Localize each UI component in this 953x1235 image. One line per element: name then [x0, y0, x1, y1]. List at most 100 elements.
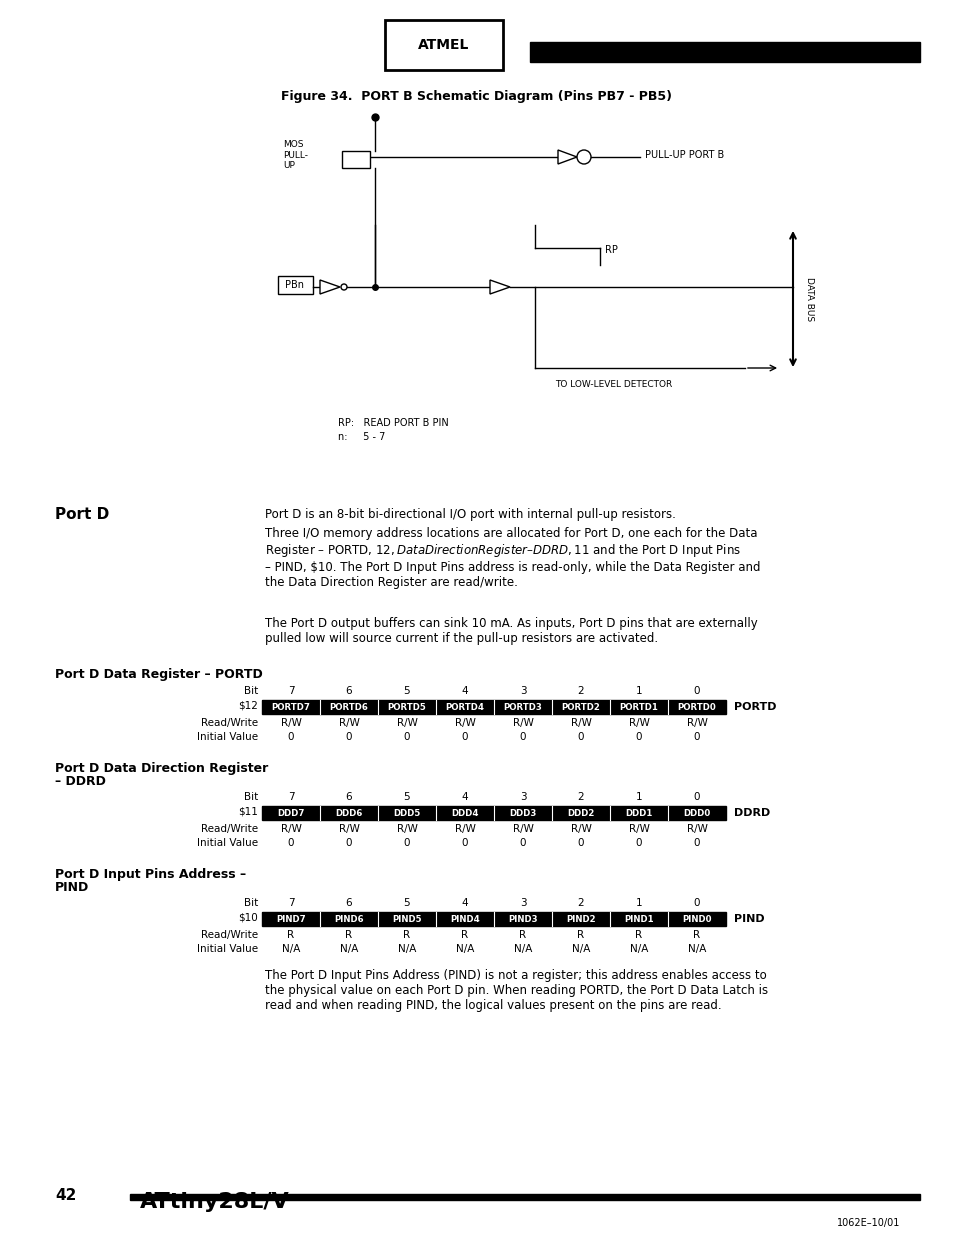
- Text: PORTD3: PORTD3: [503, 703, 542, 711]
- Text: 5: 5: [403, 685, 410, 697]
- Text: 1062E–10/01: 1062E–10/01: [836, 1218, 899, 1228]
- Text: 0: 0: [403, 839, 410, 848]
- Text: PIND1: PIND1: [623, 914, 653, 924]
- Text: R: R: [635, 930, 642, 940]
- Text: N/A: N/A: [687, 944, 705, 953]
- Text: R/W: R/W: [628, 718, 649, 727]
- Text: 0: 0: [461, 732, 468, 742]
- Text: 2: 2: [578, 792, 583, 802]
- Text: R/W: R/W: [396, 718, 417, 727]
- Text: 0: 0: [288, 732, 294, 742]
- Text: DDD7: DDD7: [277, 809, 304, 818]
- Text: 3: 3: [519, 792, 526, 802]
- Text: Three I/O memory address locations are allocated for Port D, one each for the Da: Three I/O memory address locations are a…: [265, 527, 760, 589]
- Text: 5: 5: [403, 792, 410, 802]
- Text: 0: 0: [403, 732, 410, 742]
- Text: 0: 0: [635, 732, 641, 742]
- Text: 6: 6: [345, 685, 352, 697]
- Text: N/A: N/A: [629, 944, 647, 953]
- Bar: [319, 806, 377, 820]
- Bar: [609, 806, 667, 820]
- Bar: [262, 911, 725, 926]
- Text: N/A: N/A: [571, 944, 590, 953]
- Text: Bit: Bit: [244, 792, 257, 802]
- Text: R/W: R/W: [512, 718, 533, 727]
- Text: R/W: R/W: [570, 718, 591, 727]
- Text: R/W: R/W: [280, 824, 301, 834]
- Text: PORTD1: PORTD1: [618, 703, 658, 711]
- Bar: [377, 806, 436, 820]
- Text: R/W: R/W: [454, 718, 475, 727]
- Bar: [667, 911, 725, 926]
- Text: PORTD5: PORTD5: [387, 703, 426, 711]
- Text: 0: 0: [693, 898, 700, 908]
- Text: 7: 7: [288, 898, 294, 908]
- Text: PBn: PBn: [285, 280, 304, 290]
- Polygon shape: [558, 149, 577, 164]
- Text: $11: $11: [238, 806, 257, 816]
- Bar: [436, 911, 494, 926]
- Text: R/W: R/W: [280, 718, 301, 727]
- Text: 0: 0: [693, 839, 700, 848]
- Text: 3: 3: [519, 898, 526, 908]
- Text: DDD6: DDD6: [335, 809, 362, 818]
- Text: 0: 0: [288, 839, 294, 848]
- Text: 7: 7: [288, 792, 294, 802]
- Bar: [319, 911, 377, 926]
- Text: R/W: R/W: [512, 824, 533, 834]
- Text: Port D is an 8-bit bi-directional I/O port with internal pull-up resistors.: Port D is an 8-bit bi-directional I/O po…: [265, 508, 675, 521]
- Bar: [530, 42, 919, 62]
- Text: DDD0: DDD0: [682, 809, 710, 818]
- Text: Bit: Bit: [244, 898, 257, 908]
- Text: PIND7: PIND7: [275, 914, 306, 924]
- Text: DDD4: DDD4: [451, 809, 478, 818]
- Bar: [436, 806, 494, 820]
- Text: R/W: R/W: [686, 718, 707, 727]
- Text: 0: 0: [519, 732, 526, 742]
- Text: 0: 0: [693, 732, 700, 742]
- Text: 0: 0: [693, 685, 700, 697]
- Text: DDD5: DDD5: [393, 809, 420, 818]
- Text: 6: 6: [345, 792, 352, 802]
- Circle shape: [577, 149, 590, 164]
- Text: R/W: R/W: [628, 824, 649, 834]
- Text: Initial Value: Initial Value: [196, 944, 257, 953]
- Text: N/A: N/A: [456, 944, 474, 953]
- Text: Read/Write: Read/Write: [201, 824, 257, 834]
- Text: ATtiny28L/V: ATtiny28L/V: [140, 1192, 290, 1212]
- Text: PIND5: PIND5: [392, 914, 421, 924]
- Bar: [262, 806, 319, 820]
- Text: RP: RP: [604, 245, 618, 254]
- Bar: [319, 700, 377, 714]
- Text: R/W: R/W: [686, 824, 707, 834]
- Bar: [667, 806, 725, 820]
- Bar: [436, 700, 494, 714]
- Bar: [262, 806, 725, 820]
- Text: DDRD: DDRD: [733, 808, 769, 818]
- Text: ATMEL: ATMEL: [417, 38, 469, 52]
- Text: PORTD6: PORTD6: [329, 703, 368, 711]
- Text: N/A: N/A: [397, 944, 416, 953]
- Text: RP:   READ PORT B PIN: RP: READ PORT B PIN: [337, 417, 448, 429]
- Bar: [494, 806, 552, 820]
- Text: R: R: [693, 930, 700, 940]
- Text: PIND: PIND: [55, 881, 90, 894]
- Polygon shape: [319, 280, 339, 294]
- Text: R/W: R/W: [338, 718, 359, 727]
- Polygon shape: [490, 280, 510, 294]
- Bar: [667, 700, 725, 714]
- Text: PORTD7: PORTD7: [272, 703, 310, 711]
- Text: Initial Value: Initial Value: [196, 839, 257, 848]
- Text: $10: $10: [238, 911, 257, 923]
- Text: Port D Data Register – PORTD: Port D Data Register – PORTD: [55, 668, 262, 680]
- Text: 1: 1: [635, 685, 641, 697]
- Text: N/A: N/A: [514, 944, 532, 953]
- Text: 5: 5: [403, 898, 410, 908]
- Text: R: R: [345, 930, 353, 940]
- Text: R/W: R/W: [338, 824, 359, 834]
- Text: R: R: [577, 930, 584, 940]
- Text: DDD2: DDD2: [567, 809, 594, 818]
- Text: N/A: N/A: [339, 944, 357, 953]
- Bar: [494, 700, 552, 714]
- Bar: [262, 911, 319, 926]
